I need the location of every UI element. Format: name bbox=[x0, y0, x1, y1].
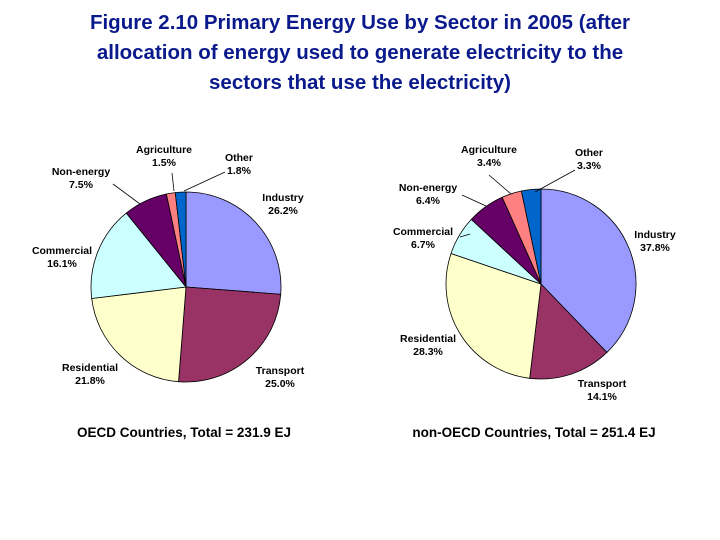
leader-line-non-energy bbox=[112, 183, 141, 205]
slice-value-commercial: 16.1% bbox=[47, 258, 77, 270]
slice-value-other: 3.3% bbox=[577, 160, 602, 172]
leader-line-agriculture bbox=[488, 174, 512, 195]
pie-slice-industry bbox=[185, 191, 282, 295]
chart-caption: OECD Countries, Total = 231.9 EJ bbox=[77, 425, 291, 440]
slice-value-agriculture: 3.4% bbox=[477, 157, 502, 169]
chart-caption: non-OECD Countries, Total = 251.4 EJ bbox=[412, 425, 655, 440]
slice-label-transport: Transport bbox=[256, 365, 305, 377]
leader-line-other bbox=[183, 171, 226, 192]
slice-value-non-energy: 7.5% bbox=[69, 179, 94, 191]
slice-label-commercial: Commercial bbox=[32, 245, 92, 257]
title-line: Figure 2.10 Primary Energy Use by Sector… bbox=[89, 11, 631, 34]
slice-label-other: Other bbox=[575, 147, 603, 159]
slice-value-industry: 37.8% bbox=[640, 242, 670, 254]
slice-value-agriculture: 1.5% bbox=[152, 157, 177, 169]
pie-slice-transport bbox=[529, 283, 608, 380]
slice-value-industry: 26.2% bbox=[268, 205, 298, 217]
title-line: allocation of energy used to generate el… bbox=[96, 41, 624, 64]
pie-slice-transport bbox=[178, 286, 282, 383]
leader-line-agriculture bbox=[171, 172, 175, 192]
slice-value-commercial: 6.7% bbox=[411, 239, 436, 251]
leader-line-commercial bbox=[459, 233, 471, 238]
slice-value-residential: 21.8% bbox=[75, 375, 105, 387]
slice-value-transport: 14.1% bbox=[587, 391, 617, 403]
pie-slice-other bbox=[174, 191, 187, 288]
leader-line-non-energy bbox=[461, 194, 487, 207]
leader-line-other bbox=[534, 169, 576, 193]
slice-value-other: 1.8% bbox=[227, 165, 252, 177]
pie-slice-commercial bbox=[90, 212, 187, 299]
slice-label-non-energy: Non-energy bbox=[399, 182, 458, 194]
pie-slice-industry bbox=[540, 188, 637, 353]
slice-value-non-energy: 6.4% bbox=[416, 195, 441, 207]
slice-label-industry: Industry bbox=[262, 192, 304, 204]
slice-value-residential: 28.3% bbox=[413, 346, 443, 358]
slice-label-agriculture: Agriculture bbox=[136, 144, 192, 156]
slice-label-agriculture: Agriculture bbox=[461, 144, 517, 156]
slice-label-residential: Residential bbox=[62, 362, 118, 374]
slice-label-non-energy: Non-energy bbox=[52, 166, 111, 178]
page-title: Figure 2.10 Primary Energy Use by Sector… bbox=[0, 8, 720, 98]
pie-slice-residential bbox=[445, 253, 542, 379]
slice-label-residential: Residential bbox=[400, 333, 456, 345]
slice-label-transport: Transport bbox=[578, 378, 627, 390]
title-line: sectors that use the electricity) bbox=[209, 71, 511, 94]
slice-label-industry: Industry bbox=[634, 229, 676, 241]
pie-slice-residential bbox=[91, 286, 187, 383]
slice-value-transport: 25.0% bbox=[265, 378, 295, 390]
slice-label-other: Other bbox=[225, 152, 253, 164]
slice-label-commercial: Commercial bbox=[393, 226, 453, 238]
